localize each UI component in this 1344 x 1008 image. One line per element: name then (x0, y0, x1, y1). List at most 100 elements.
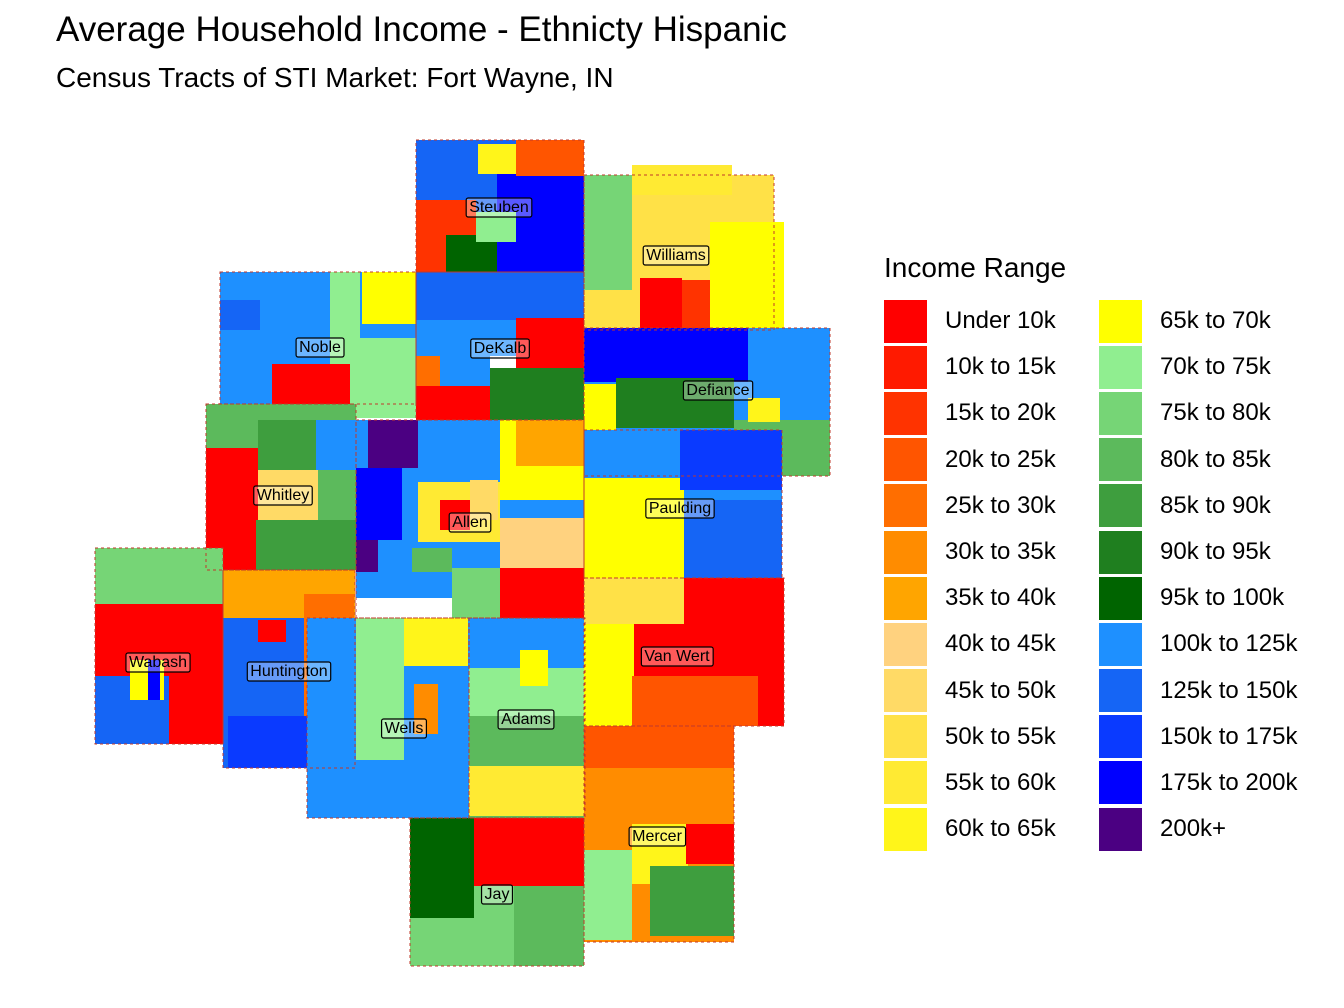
legend-item: 80k to 85k (1099, 437, 1296, 483)
county-name: Defiance (686, 382, 749, 399)
legend-swatch (1099, 715, 1142, 759)
legend-label: 95k to 100k (1160, 584, 1285, 612)
legend-label: 60k to 65k (945, 815, 1056, 843)
legend-label: 90k to 95k (1160, 538, 1271, 566)
choropleth-map: Steuben Williams Noble DeKalb Defiance Whitle… (94, 139, 831, 967)
legend-label: 100k to 125k (1160, 630, 1298, 658)
legend-item: 25k to 30k (884, 483, 1081, 529)
census-tract (452, 568, 500, 618)
county-label: Defiance (682, 380, 754, 401)
census-tract (516, 140, 584, 176)
county-name: Allen (452, 514, 488, 531)
census-tract (516, 420, 584, 466)
census-tract (684, 500, 782, 578)
census-tract (650, 866, 734, 936)
legend-label: 15k to 20k (945, 399, 1056, 427)
legend-label: 30k to 35k (945, 538, 1056, 566)
legend-item: 15k to 20k (884, 390, 1081, 436)
legend-column-1: Under 10k 10k to 15k 15k to 20k 20k to 25k 2… (884, 298, 1081, 852)
county-label: Paulding (645, 498, 715, 519)
map-title: Average Household Income - Ethnicty Hisp… (56, 10, 787, 49)
legend-label: 65k to 70k (1160, 307, 1271, 335)
census-tract (520, 650, 548, 686)
legend-swatch (884, 807, 927, 851)
legend-item: 55k to 60k (884, 760, 1081, 806)
county-label: Steuben (465, 197, 533, 218)
legend-label: 35k to 40k (945, 584, 1056, 612)
census-tract (584, 328, 748, 382)
legend-swatch (884, 391, 927, 435)
county-name: Huntington (250, 663, 327, 680)
county-name: Paulding (649, 500, 711, 517)
census-tract (256, 520, 356, 570)
county-labels: Steuben Williams Noble DeKalb Defiance Whitle… (125, 197, 754, 905)
census-tract (95, 548, 223, 604)
census-tract (440, 500, 470, 530)
legend-swatch (884, 299, 927, 343)
census-tract (412, 548, 452, 572)
legend-swatch (1099, 345, 1142, 389)
legend-label: 70k to 75k (1160, 353, 1271, 381)
county-label: Noble (295, 337, 345, 358)
census-tract (616, 378, 734, 428)
legend-swatch (1099, 761, 1142, 805)
legend-label: 25k to 30k (945, 491, 1056, 519)
census-tract (416, 386, 490, 420)
county-name: Williams (646, 247, 706, 264)
legend-swatch (1099, 438, 1142, 482)
legend-item: 70k to 75k (1099, 344, 1296, 390)
census-tract (584, 175, 632, 290)
census-tract (410, 818, 474, 918)
legend-item: 150k to 175k (1099, 714, 1298, 760)
county-name: Steuben (469, 199, 529, 216)
map-subtitle: Census Tracts of STI Market: Fort Wayne,… (56, 62, 614, 93)
county-name: Wells (385, 720, 424, 737)
county-label: Whitley (253, 485, 313, 506)
legend-swatch (884, 622, 927, 666)
county-label: Wells (380, 718, 428, 739)
legend-column-2: 65k to 70k 70k to 75k 75k to 80k 80k to 85k… (1099, 298, 1298, 852)
legend-swatch (884, 715, 927, 759)
legend-item: 40k to 45k (884, 621, 1081, 667)
legend-swatch (1099, 484, 1142, 528)
legend-item: 95k to 100k (1099, 575, 1296, 621)
legend-item: Under 10k (884, 298, 1081, 344)
county-label: Huntington (246, 661, 332, 682)
county-outline (583, 725, 735, 943)
census-tract (356, 468, 402, 540)
census-tract (500, 518, 584, 568)
census-tract (220, 300, 260, 330)
county-outline (409, 817, 585, 967)
legend-item: 125k to 150k (1099, 668, 1297, 714)
census-tract (584, 726, 734, 768)
legend-item: 200k+ (1099, 806, 1296, 852)
county-outline (306, 617, 470, 819)
legend-swatch (884, 530, 927, 574)
census-tract (148, 660, 160, 700)
county-label: Adams (497, 709, 555, 730)
legend-swatch (1099, 807, 1142, 851)
county-outline (219, 271, 417, 405)
census-tract (416, 272, 584, 320)
census-tract (632, 676, 758, 726)
legend-title: Income Range (884, 252, 1067, 283)
legend-item: 30k to 35k (884, 529, 1081, 575)
census-tract (584, 624, 634, 726)
legend-label: 150k to 175k (1160, 722, 1298, 750)
legend-item: 50k to 55k (884, 714, 1081, 760)
county-label: Allen (448, 512, 492, 533)
legend-item: 90k to 95k (1099, 529, 1296, 575)
census-tract (440, 350, 490, 386)
census-tract (469, 766, 585, 816)
legend-item: 75k to 80k (1099, 390, 1296, 436)
legend-item: 45k to 50k (884, 668, 1081, 714)
census-tract (516, 318, 584, 368)
legend-label: 200k+ (1160, 815, 1227, 843)
census-tract (640, 278, 682, 330)
legend-swatch (1099, 391, 1142, 435)
county-label: DeKalb (470, 338, 530, 359)
county-borders (94, 139, 831, 967)
legend-swatch (884, 345, 927, 389)
legend-swatch (1099, 622, 1142, 666)
legend-swatch (884, 669, 927, 713)
